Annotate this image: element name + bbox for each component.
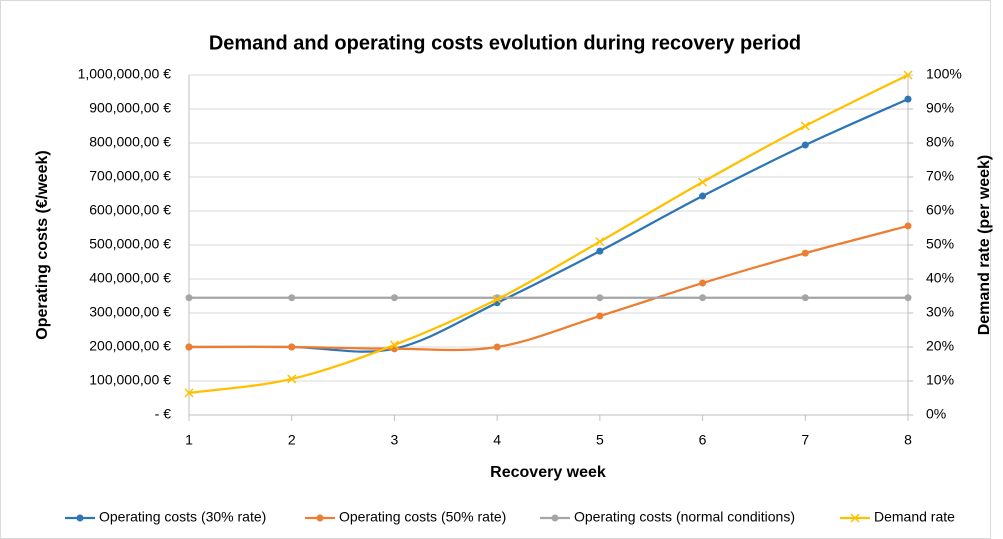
y2-tick-label: 80% (926, 134, 954, 150)
x-tick-label: 5 (596, 432, 604, 448)
y-axis-title: Operating costs (€/week) (34, 150, 51, 339)
point-cross (595, 237, 605, 247)
point-cross (184, 388, 194, 398)
point (185, 294, 193, 302)
point (850, 513, 860, 523)
point-cross (698, 177, 708, 187)
point (801, 294, 809, 302)
point (288, 343, 296, 351)
point (390, 294, 398, 302)
x-tick-label: 2 (288, 432, 296, 448)
legend-label: Operating costs (50% rate) (339, 509, 506, 525)
y2-tick-label: 90% (926, 100, 954, 116)
y-tick-label: 800,000,00 € (89, 134, 171, 150)
y2-tick-label: 60% (926, 202, 954, 218)
point (595, 237, 605, 247)
point (316, 514, 324, 522)
x-tick-label: 6 (699, 432, 707, 448)
point (801, 141, 809, 149)
point (698, 177, 708, 187)
x-tick-label: 1 (185, 432, 193, 448)
point (76, 514, 84, 522)
y2-tick-label: 50% (926, 236, 954, 252)
y-tick-label: - € (155, 406, 172, 422)
x-tick-label: 7 (801, 432, 809, 448)
point (596, 312, 604, 320)
point (287, 374, 297, 384)
point (800, 121, 810, 131)
point-cross (800, 121, 810, 131)
legend-item: Demand rate (840, 509, 955, 525)
legend-item: Operating costs (30% rate) (65, 509, 266, 525)
y-tick-label: 600,000,00 € (89, 202, 171, 218)
point (493, 343, 501, 351)
point (185, 343, 193, 351)
y-tick-label: 900,000,00 € (89, 100, 171, 116)
legend-label: Operating costs (normal conditions) (574, 509, 795, 525)
point (801, 249, 809, 257)
point (389, 340, 399, 350)
y2-tick-label: 40% (926, 270, 954, 286)
chart-title: Demand and operating costs evolution dur… (209, 32, 801, 54)
point (551, 514, 559, 522)
y-tick-label: 300,000,00 € (89, 304, 171, 320)
y-tick-label: 1,000,000,00 € (78, 66, 172, 82)
y-tick-label: 400,000,00 € (89, 270, 171, 286)
point (596, 247, 604, 255)
y-tick-label: 100,000,00 € (89, 372, 171, 388)
point-cross (389, 340, 399, 350)
point (699, 192, 707, 200)
x-tick-label: 4 (493, 432, 501, 448)
y2-tick-label: 30% (926, 304, 954, 320)
y2-tick-label: 20% (926, 338, 954, 354)
point (699, 279, 707, 287)
series-line (188, 224, 909, 352)
point (596, 294, 604, 302)
y2-tick-label: 0% (926, 406, 946, 422)
series-line (188, 73, 909, 395)
point-cross (903, 70, 913, 80)
y2-axis-title: Demand rate (per week) (976, 155, 993, 336)
point (492, 294, 502, 304)
y2-tick-label: 10% (926, 372, 954, 388)
legend-item: Operating costs (normal conditions) (540, 509, 795, 525)
point (904, 222, 912, 230)
point (903, 70, 913, 80)
legend-label: Demand rate (874, 509, 955, 525)
point-cross (850, 513, 860, 523)
y-tick-label: 500,000,00 € (89, 236, 171, 252)
point (904, 294, 912, 302)
x-tick-label: 8 (904, 432, 912, 448)
x-axis-title: Recovery week (490, 464, 606, 481)
point (699, 294, 707, 302)
y-tick-label: 700,000,00 € (89, 168, 171, 184)
x-tick-label: 3 (391, 432, 399, 448)
legend-item: Operating costs (50% rate) (305, 509, 506, 525)
y-tick-label: 200,000,00 € (89, 338, 171, 354)
legend-label: Operating costs (30% rate) (99, 509, 266, 525)
point-cross (287, 374, 297, 384)
point (184, 388, 194, 398)
point (288, 294, 296, 302)
point (904, 95, 912, 103)
y2-tick-label: 70% (926, 168, 954, 184)
point-cross (492, 294, 502, 304)
y2-tick-label: 100% (926, 66, 962, 82)
